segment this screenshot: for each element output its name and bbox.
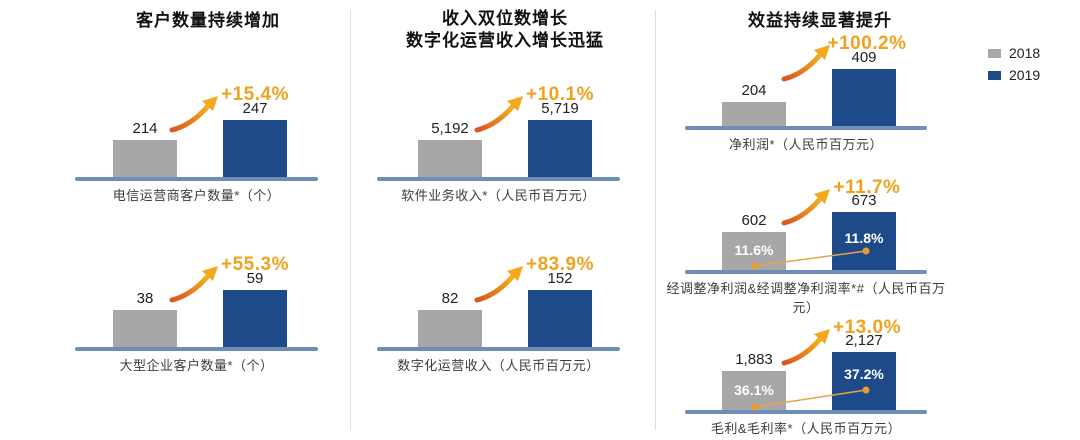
- chart-caption: 经调整净利润&经调整净利润率*#（人民币百万元）: [666, 281, 946, 315]
- column-divider: [350, 10, 351, 430]
- growth-badge: +100.2%: [827, 33, 907, 54]
- column-title-line: 数字化运营收入增长迅猛: [406, 31, 604, 50]
- legend-item-2018: 2018: [988, 42, 1040, 64]
- bar-2019: 37.2%: [832, 352, 896, 410]
- value-2019: 409: [851, 49, 877, 66]
- legend-label: 2019: [1009, 67, 1041, 83]
- rate-label-2019: 11.8%: [844, 230, 884, 246]
- bar-2018: [418, 310, 482, 347]
- axis-baseline: [377, 347, 620, 351]
- value-2019: 152: [547, 270, 573, 287]
- chart-caption: 毛利&毛利率*（人民币百万元）: [710, 421, 902, 436]
- growth-arrow-icon: [474, 266, 523, 303]
- bar-2018: 36.1%: [722, 371, 786, 410]
- growth-arrow-icon: [474, 96, 523, 133]
- chart-digital-operation-revenue: +83.9% 82 152 数字化运营收入（人民币百万元）: [375, 252, 651, 377]
- growth-badge: +83.9%: [526, 254, 594, 275]
- axis-baseline: [75, 347, 318, 351]
- bar-2019: [528, 290, 592, 347]
- value-2019: 5,719: [541, 100, 579, 117]
- column-title-revenue: 收入双位数增长 数字化运营收入增长迅猛: [375, 8, 635, 52]
- bar-2018: [113, 310, 177, 347]
- chart-caption: 净利润*（人民币百万元）: [728, 137, 884, 152]
- value-2019: 59: [246, 270, 264, 287]
- rate-label-2018: 11.6%: [734, 242, 774, 258]
- legend-item-2019: 2019: [988, 64, 1040, 86]
- chart-net-profit: +100.2% 204 409 净利润*（人民币百万元）: [682, 31, 958, 156]
- legend-swatch-2018: [988, 48, 1001, 58]
- bar-2018: [113, 140, 177, 177]
- growth-badge: +13.0%: [833, 317, 901, 338]
- axis-baseline: [685, 410, 927, 414]
- value-2018: 82: [441, 290, 459, 307]
- value-2019: 673: [851, 192, 877, 209]
- value-2018: 204: [741, 82, 767, 99]
- column-title-line: 效益持续显著提升: [748, 11, 892, 30]
- legend-swatch-2019: [988, 70, 1001, 80]
- rate-label-2019: 37.2%: [844, 366, 884, 382]
- column-title-line: 客户数量持续增加: [136, 11, 280, 30]
- chart-caption: 软件业务收入*（人民币百万元）: [401, 188, 596, 203]
- chart-caption: 电信运营商客户数量*（个）: [112, 188, 281, 203]
- legend: 2018 2019: [988, 42, 1040, 86]
- axis-baseline: [685, 270, 927, 274]
- growth-arrow-icon: [781, 329, 830, 366]
- value-2018: 1,883: [735, 351, 773, 368]
- bar-2019: [223, 290, 287, 347]
- bar-2018: [722, 102, 786, 126]
- axis-baseline: [685, 126, 927, 130]
- value-2018: 214: [132, 120, 158, 137]
- rate-label-2018: 36.1%: [734, 382, 774, 398]
- bar-2018: [418, 140, 482, 177]
- growth-arrow-icon: [781, 45, 830, 82]
- growth-badge: +15.4%: [221, 84, 289, 105]
- legend-label: 2018: [1009, 45, 1041, 61]
- column-title-line: 收入双位数增长: [442, 9, 568, 28]
- growth-arrow-icon: [169, 96, 218, 133]
- value-2019: 2,127: [845, 332, 883, 349]
- growth-badge: +55.3%: [221, 254, 289, 275]
- axis-baseline: [75, 177, 318, 181]
- column-title-customers: 客户数量持续增加: [70, 10, 346, 32]
- chart-adjusted-net-profit: +11.7% 602 673 11.6% 11.8% 经调整净利润&经调整净利润…: [667, 175, 958, 315]
- chart-caption: 数字化运营收入（人民币百万元）: [397, 358, 600, 373]
- value-2018: 38: [136, 290, 154, 307]
- bar-2019: [832, 69, 896, 126]
- chart-caption: 大型企业客户数量*（个）: [119, 358, 274, 373]
- chart-telecom-operator-customers: +15.4% 214 247 电信运营商客户数量*（个）: [70, 82, 346, 207]
- growth-badge: +11.7%: [833, 177, 901, 198]
- chart-large-enterprise-customers: +55.3% 38 59 大型企业客户数量*（个）: [70, 252, 346, 377]
- growth-badge: +10.1%: [526, 84, 594, 105]
- chart-gross-profit: +13.0% 1,883 2,127 36.1% 37.2% 毛利&毛利率*（人…: [682, 315, 958, 440]
- column-title-profit: 效益持续显著提升: [682, 10, 958, 32]
- value-2018: 602: [741, 212, 767, 229]
- bar-2019: [223, 120, 287, 177]
- axis-baseline: [377, 177, 620, 181]
- bar-2018: 11.6%: [722, 232, 786, 270]
- growth-arrow-icon: [781, 189, 830, 226]
- chart-software-business-revenue: +10.1% 5,192 5,719 软件业务收入*（人民币百万元）: [375, 82, 651, 207]
- growth-arrow-icon: [169, 266, 218, 303]
- bar-2019: [528, 120, 592, 177]
- value-2019: 247: [242, 100, 268, 117]
- column-divider: [655, 10, 656, 430]
- value-2018: 5,192: [431, 120, 469, 137]
- bar-2019: 11.8%: [832, 212, 896, 270]
